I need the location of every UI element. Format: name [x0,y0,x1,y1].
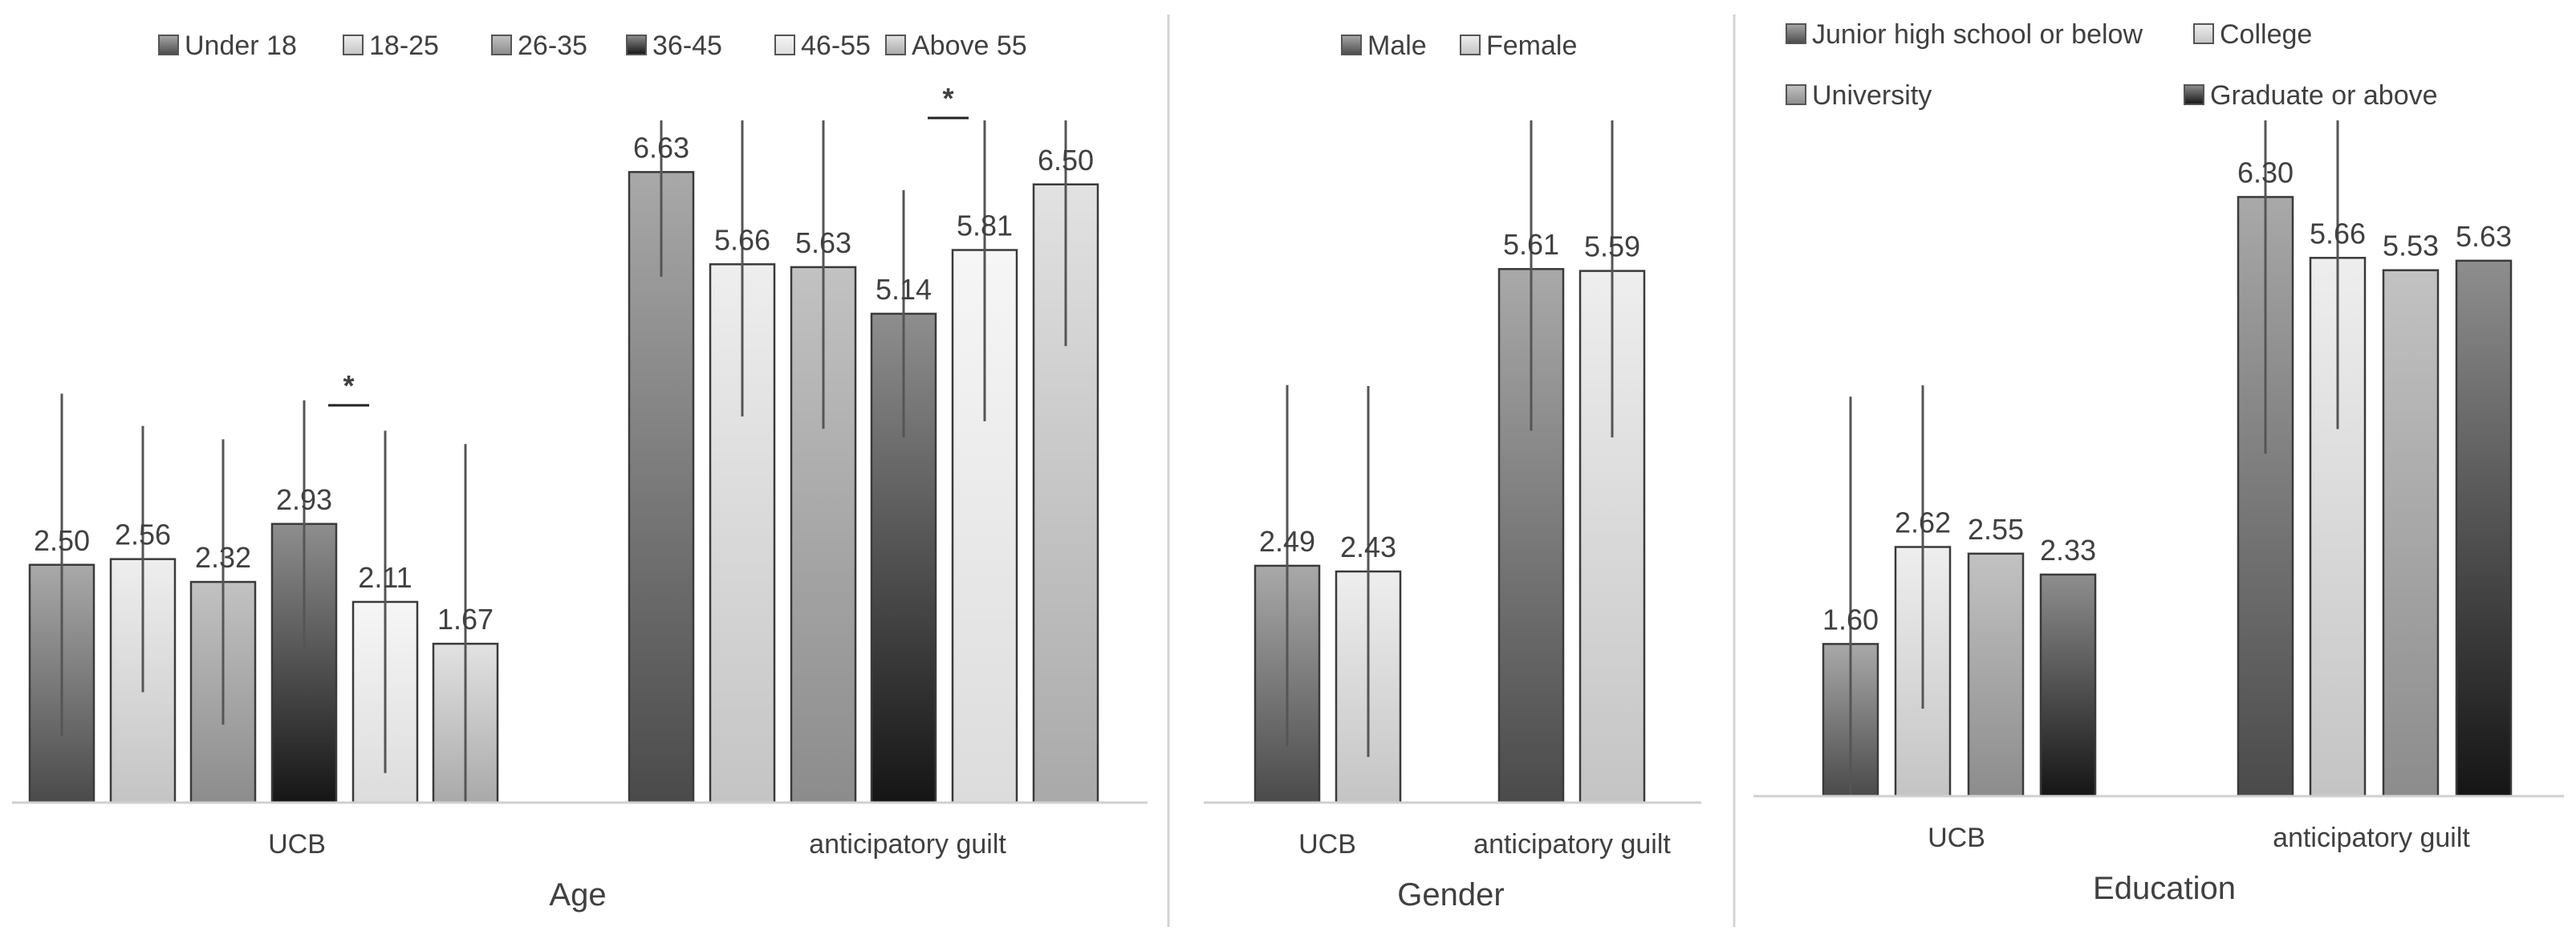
legend-label: University [1812,80,1932,111]
legend: Junior high school or below College Univer… [1786,19,2438,111]
data-label: 5.53 [2383,230,2439,262]
legend-swatch [158,35,179,55]
data-label: 5.14 [876,273,932,306]
data-label: 2.50 [34,524,90,557]
legend-swatch [2193,23,2214,44]
age-chart: Under 18 18-25 26-35 36-45 46-55 Above 55 2.5… [12,30,1148,913]
legend-swatch [626,35,647,55]
plot-area: 2.50 2.56 2.32 2.93 2.11 1.67 6.63 5.66 5.63 5.14… [28,82,1099,804]
x-tick-label: anticipatory guilt [1473,829,1671,860]
x-axis-title: Age [549,877,606,913]
legend-swatch [885,35,906,55]
data-label: 2.55 [1968,513,2024,546]
data-label: 2.93 [276,483,332,516]
significance-marker: * [343,369,354,402]
data-label: 2.62 [1895,506,1951,539]
legend-swatch [1460,35,1481,55]
legend-label: Above 55 [912,30,1027,61]
x-tick-label: UCB [1928,823,1985,853]
legend-swatch [2184,84,2204,105]
legend: Under 18 18-25 26-35 36-45 46-55 Above 55 [158,30,1027,61]
gender-chart: Male Female 2.49 2.43 5.61 5.59 UCB anticipa… [1204,30,1701,913]
data-label: 5.66 [714,223,770,256]
legend-label: 18-25 [369,30,439,61]
legend-swatch [1786,84,1806,105]
x-tick-label: UCB [1298,829,1356,860]
legend-label: Under 18 [185,30,297,61]
data-label: 5.63 [2456,220,2512,253]
legend: Male Female [1341,30,1577,61]
data-label: 2.56 [115,518,171,551]
legend-swatch [343,35,364,55]
x-tick-label: anticipatory guilt [2273,823,2470,853]
plot-area: 1.60 2.62 2.55 2.33 6.30 5.66 5.53 5.63 [1822,120,2513,798]
plot-area: 2.49 2.43 5.61 5.59 [1253,120,1646,804]
legend-label: Female [1486,30,1577,61]
data-label: 6.50 [1038,144,1094,177]
legend-label: Junior high school or below [1812,19,2143,50]
data-label: 2.49 [1259,525,1315,558]
bar [2039,573,2097,798]
data-label: 5.61 [1503,228,1559,261]
legend-label: Male [1367,30,1427,61]
legend-label: Graduate or above [2210,80,2438,111]
data-label: 1.67 [437,603,494,636]
data-label: 2.43 [1340,531,1396,563]
x-tick-label: UCB [268,829,326,860]
legend-label: 26-35 [518,30,587,61]
x-axis-title: Gender [1397,877,1504,913]
data-label: 6.30 [2237,156,2294,189]
data-label: 1.60 [1822,603,1879,636]
legend-swatch [491,35,512,55]
education-chart: Junior high school or below College Univer… [1753,19,2564,906]
data-label: 2.33 [2040,534,2096,567]
significance-marker: * [942,82,953,115]
data-label: 6.63 [633,131,689,164]
x-tick-label: anticipatory guilt [809,829,1006,860]
legend-swatch [1341,35,1362,55]
legend-label: 36-45 [652,30,722,61]
x-axis-title: Education [2093,871,2236,906]
data-label: 5.66 [2310,217,2366,250]
data-label: 5.81 [957,209,1013,242]
data-label: 5.59 [1584,230,1640,263]
legend-swatch [1786,23,1806,44]
bar [2455,259,2513,798]
legend-label: College [2220,19,2312,50]
legend-swatch [774,35,795,55]
bar [2382,269,2440,798]
bar [1967,552,2025,798]
data-label: 2.11 [358,561,412,594]
legend-label: 46-55 [801,30,871,61]
data-label: 5.63 [795,226,851,259]
data-label: 2.32 [195,541,251,574]
